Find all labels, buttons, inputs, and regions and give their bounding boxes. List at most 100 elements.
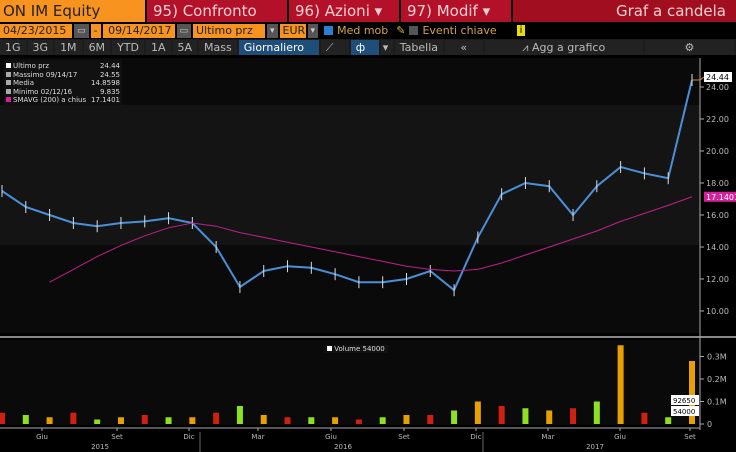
volume-bar (593, 401, 600, 424)
x-tick-label: Dic (183, 433, 194, 441)
period-1g[interactable]: 1G (0, 39, 26, 55)
volume-bar (22, 415, 29, 424)
currency-select[interactable]: EUR (279, 23, 306, 38)
volume-bar (570, 408, 577, 424)
key-events-label: Eventi chiave (422, 24, 497, 37)
year-label: 2016 (334, 443, 352, 451)
collapse-button[interactable]: « (444, 39, 483, 55)
legend-value: 24.44 (99, 62, 120, 70)
year-label: 2017 (586, 443, 604, 451)
legend-text: Minimo 02/12/16 (13, 87, 73, 96)
volume-bar (94, 419, 101, 424)
legend-text: Ultimo prz (13, 62, 50, 70)
period-3g[interactable]: 3G (27, 39, 54, 55)
y-tick-label: 16.00 (706, 211, 729, 220)
volume-tick-label: 0 (707, 420, 712, 429)
legend-label: Minimo 02/12/16 (6, 88, 72, 97)
x-tick-label: Set (684, 433, 696, 441)
legend-swatch (6, 63, 11, 68)
chart-add-icon: ⩘ (522, 40, 532, 54)
modify-label: 97) Modif (407, 2, 478, 20)
period-ytd[interactable]: YTD (112, 39, 144, 55)
period-mass[interactable]: Mass (199, 39, 237, 55)
x-tick-label: Set (111, 433, 123, 441)
legend-item: SMAVG (200) a chius 17.1401 (6, 96, 120, 105)
calendar-icon[interactable]: ▭ (176, 23, 192, 38)
volume-bar (332, 417, 339, 424)
ticker-field[interactable]: ON IM Equity (0, 0, 145, 22)
volume-bar (236, 406, 243, 424)
chevron-down-icon[interactable]: ▾ (307, 23, 319, 38)
volume-bar (427, 415, 434, 424)
volume-bar (189, 417, 196, 424)
pencil-icon[interactable]: ✎ (396, 24, 406, 37)
volume-bar (451, 410, 458, 424)
last-price-line (692, 76, 705, 81)
volume-bar (498, 406, 505, 424)
add-to-chart-label: Agg a grafico (532, 40, 606, 54)
chevron-down-icon[interactable]: ▾ (267, 23, 278, 38)
actions-menu[interactable]: 96) Azioni ▾ (289, 0, 399, 22)
legend-text: SMAVG (200) a chius (13, 96, 87, 104)
period-1a[interactable]: 1A (145, 39, 171, 55)
modify-menu[interactable]: 97) Modif ▾ (401, 0, 511, 22)
chevron-down-icon: ▾ (374, 2, 383, 20)
sma-label: 17.1401 (706, 193, 736, 202)
calendar-icon[interactable]: ▭ (74, 23, 89, 38)
period-5a[interactable]: 5A (172, 39, 198, 55)
frequency-select[interactable]: Giornaliero ▼ (238, 39, 319, 69)
volume-bar (284, 417, 291, 424)
period-1m[interactable]: 1M (55, 39, 82, 55)
volume-bar (474, 401, 481, 424)
price-band (0, 105, 700, 245)
volume-tag-label: 92650 (673, 397, 695, 405)
table-button[interactable]: Tabella (394, 39, 443, 55)
legend-value: 9.835 (99, 87, 120, 96)
settings-gear-icon[interactable]: ⚙ (644, 39, 734, 55)
controls-bar: 04/23/2015 ▭ - 09/14/2017 ▭ Ultimo prz ▾… (0, 23, 736, 38)
add-to-chart-button[interactable]: ⩘ Agg a grafico (484, 39, 643, 55)
y-tick-label: 24.00 (706, 83, 729, 92)
compare-button[interactable]: 95) Confronto (147, 0, 287, 22)
legend-value: 14.8598 (91, 79, 120, 87)
line-chart-icon[interactable]: ⟋ (320, 39, 349, 55)
chevron-down-icon: ▾ (482, 2, 491, 20)
period-6m[interactable]: 6M (83, 39, 111, 55)
sma-line (49, 196, 693, 283)
field-select[interactable]: Ultimo prz (193, 23, 266, 38)
price-line (1, 79, 693, 292)
legend-value: 24.55 (99, 70, 120, 79)
y-tick-label: 12.00 (706, 275, 729, 284)
candlestick-icon[interactable]: ф (350, 39, 379, 55)
sma-tag (704, 191, 736, 202)
volume-bar (546, 410, 553, 424)
volume-tag-label: 54000 (673, 408, 695, 416)
legend-swatch (6, 71, 11, 77)
x-tick-label: Giu (614, 433, 626, 441)
volume-panel (0, 340, 700, 425)
chevron-down-icon[interactable]: ▾ (380, 39, 393, 55)
legend-item: Ultimo prz 24.44 (6, 62, 120, 71)
moving-avg-checkbox[interactable] (324, 26, 334, 35)
volume-bar (617, 345, 624, 424)
x-tick-label: Giu (325, 433, 337, 441)
volume-bar (141, 415, 148, 424)
start-date-field[interactable]: 04/23/2015 (0, 23, 72, 38)
legend-swatch (6, 80, 11, 85)
volume-bar (260, 415, 267, 424)
volume-tick-label: 0.1M (707, 398, 727, 407)
year-label: 2015 (91, 443, 109, 451)
legend-text: Massimo 09/14/17 (13, 70, 78, 79)
info-icon[interactable]: i (516, 25, 526, 36)
volume-bar (379, 417, 386, 424)
moving-avg-label: Med mob (337, 24, 389, 37)
volume-bar (70, 412, 77, 424)
end-date-field[interactable]: 09/14/2017 (102, 23, 175, 38)
key-events-checkbox[interactable] (409, 26, 419, 35)
actions-label: 96) Azioni (295, 2, 370, 20)
volume-tag (671, 406, 699, 416)
volume-swatch (327, 346, 332, 351)
last-price-tag (704, 72, 732, 82)
